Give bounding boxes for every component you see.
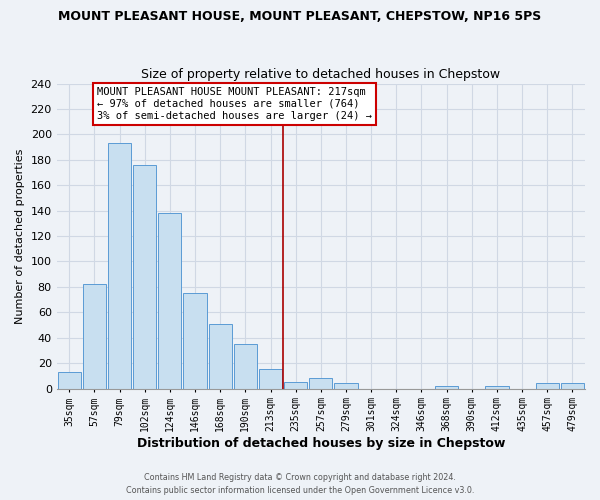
Bar <box>58 372 81 388</box>
Text: Contains HM Land Registry data © Crown copyright and database right 2024.
Contai: Contains HM Land Registry data © Crown c… <box>126 474 474 495</box>
Bar <box>334 384 358 388</box>
Bar <box>184 293 206 388</box>
Bar <box>284 382 307 388</box>
Bar <box>561 384 584 388</box>
Bar <box>435 386 458 388</box>
Bar <box>83 284 106 389</box>
Bar <box>158 213 181 388</box>
Y-axis label: Number of detached properties: Number of detached properties <box>15 148 25 324</box>
Bar <box>485 386 509 388</box>
Text: MOUNT PLEASANT HOUSE MOUNT PLEASANT: 217sqm
← 97% of detached houses are smaller: MOUNT PLEASANT HOUSE MOUNT PLEASANT: 217… <box>97 88 372 120</box>
Bar <box>133 165 156 388</box>
Text: MOUNT PLEASANT HOUSE, MOUNT PLEASANT, CHEPSTOW, NP16 5PS: MOUNT PLEASANT HOUSE, MOUNT PLEASANT, CH… <box>58 10 542 23</box>
Title: Size of property relative to detached houses in Chepstow: Size of property relative to detached ho… <box>141 68 500 81</box>
Bar <box>209 324 232 388</box>
X-axis label: Distribution of detached houses by size in Chepstow: Distribution of detached houses by size … <box>137 437 505 450</box>
Bar <box>234 344 257 389</box>
Bar <box>108 144 131 388</box>
Bar <box>309 378 332 388</box>
Bar <box>259 370 282 388</box>
Bar <box>536 384 559 388</box>
